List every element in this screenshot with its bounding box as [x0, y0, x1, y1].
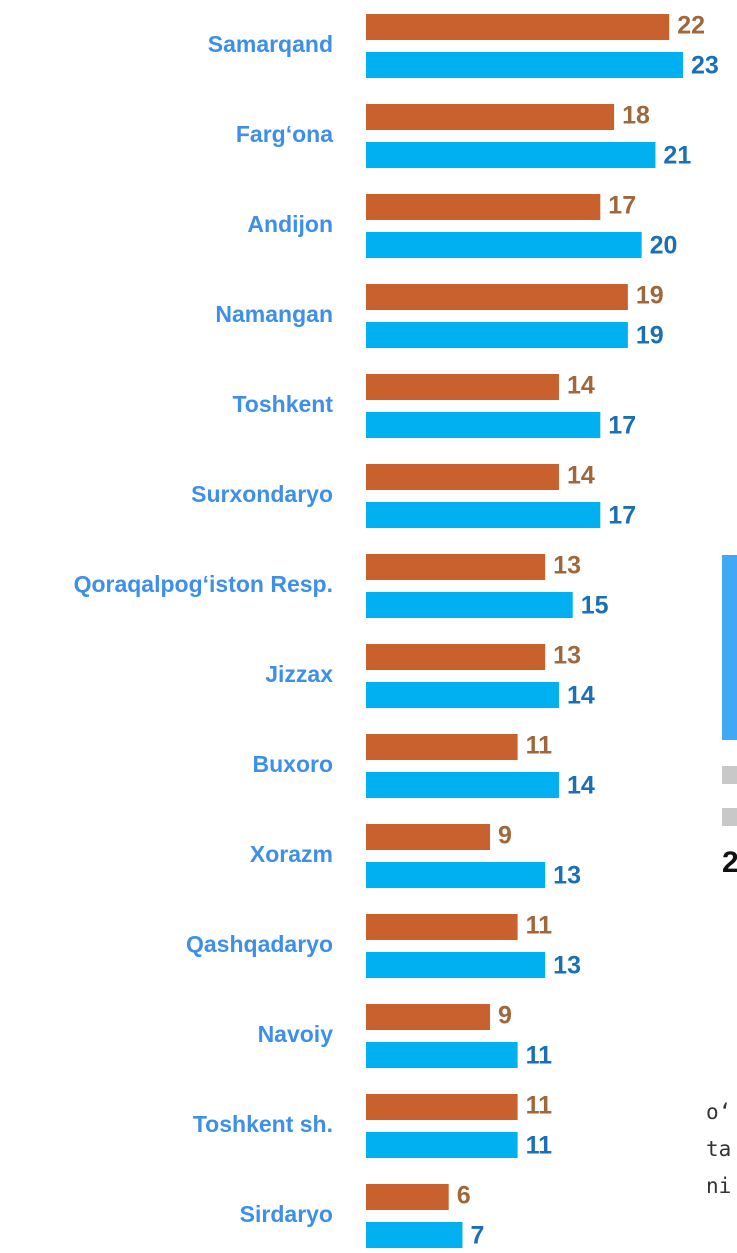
value-label: 14 [567, 682, 595, 710]
value-label: 14 [567, 772, 595, 800]
bar [366, 14, 670, 40]
value-label: 11 [526, 1092, 553, 1120]
value-label: 17 [608, 412, 636, 440]
value-label: 22 [677, 12, 705, 40]
category-label: Namangan [215, 301, 333, 327]
value-label: 17 [608, 192, 636, 220]
category-label: Qashqadaryo [186, 931, 333, 957]
value-label: 9 [498, 1002, 512, 1030]
bar [366, 644, 546, 670]
bar [366, 772, 559, 798]
value-label: 23 [691, 52, 719, 80]
category-label: Qoraqalpog‘iston Resp. [74, 571, 333, 597]
value-label: 13 [553, 952, 581, 980]
bar [366, 284, 628, 310]
cropped-legend-swatch [722, 766, 737, 784]
cropped-text: ni [706, 1174, 731, 1198]
value-label: 11 [526, 1132, 553, 1160]
bar [366, 1184, 449, 1210]
bar [366, 682, 559, 708]
bar [366, 952, 546, 978]
value-label: 13 [553, 552, 581, 580]
value-label: 19 [636, 282, 664, 310]
value-label: 11 [526, 1042, 553, 1070]
value-label: 17 [608, 502, 636, 530]
bar [366, 1094, 518, 1120]
category-label: Buxoro [253, 751, 334, 777]
value-label: 20 [650, 232, 678, 260]
category-label: Toshkent [232, 391, 333, 417]
bar [366, 592, 573, 618]
category-label: Sirdaryo [240, 1201, 333, 1227]
cropped-bar [722, 555, 737, 740]
cropped-text: ta [706, 1137, 731, 1161]
category-label: Samarqand [208, 31, 333, 57]
bar [366, 412, 601, 438]
category-label: Andijon [247, 211, 333, 237]
value-label: 19 [636, 322, 664, 350]
value-label: 14 [567, 372, 595, 400]
category-label: Xorazm [250, 841, 333, 867]
bar [366, 502, 601, 528]
bar [366, 52, 683, 78]
value-label: 7 [470, 1222, 484, 1248]
value-label: 15 [581, 592, 609, 620]
bar [366, 1042, 518, 1068]
value-label: 13 [553, 642, 581, 670]
category-label: Navoiy [258, 1021, 334, 1047]
bar [366, 1004, 491, 1030]
category-label: Toshkent sh. [193, 1111, 333, 1137]
bar [366, 914, 518, 940]
bar [366, 104, 615, 130]
value-label: 6 [457, 1182, 471, 1210]
bar [366, 824, 491, 850]
bar [366, 464, 559, 490]
category-label: Jizzax [265, 661, 333, 687]
bar [366, 322, 628, 348]
bar [366, 1132, 518, 1158]
value-label: 11 [526, 732, 553, 760]
cropped-text: o‘ [706, 1100, 731, 1124]
bar [366, 554, 546, 580]
bar [366, 142, 656, 168]
value-label: 14 [567, 462, 595, 490]
category-label: Surxondaryo [191, 481, 333, 507]
bar [366, 194, 601, 220]
value-label: 13 [553, 862, 581, 890]
bar [366, 734, 518, 760]
category-label: Farg‘ona [236, 121, 333, 147]
bar [366, 862, 546, 888]
value-label: 21 [663, 142, 691, 170]
value-label: 9 [498, 822, 512, 850]
cropped-legend-swatch [722, 808, 737, 826]
value-label: 18 [622, 102, 650, 130]
cropped-text: 2 [722, 846, 737, 879]
bar [366, 232, 642, 258]
bar [366, 374, 559, 400]
bar [366, 1222, 463, 1248]
value-label: 11 [526, 912, 553, 940]
